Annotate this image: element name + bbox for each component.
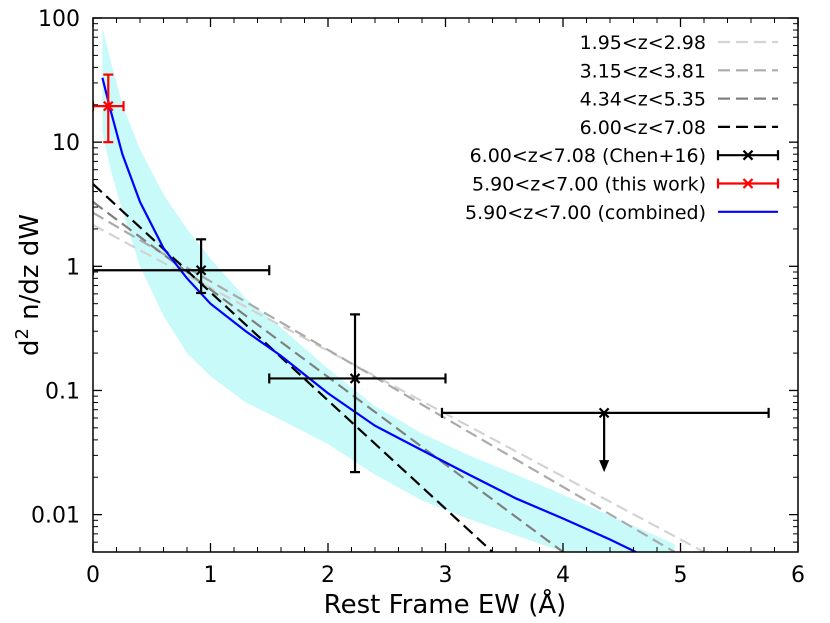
legend-marker-b bbox=[742, 149, 754, 161]
y-tick-label: 1 bbox=[66, 255, 80, 280]
x-tick-label: 0 bbox=[86, 563, 100, 588]
series-line-0 bbox=[93, 224, 705, 552]
legend: 1.95<z<2.98 3.15<z<3.81 4.34<z<5.35 6.00<z<… bbox=[465, 32, 780, 224]
plot-area bbox=[93, 26, 770, 552]
legend-label: 5.90<z<7.00 (this work) bbox=[472, 174, 706, 196]
y-tick-label: 100 bbox=[38, 7, 80, 32]
upper-limit-arrowhead bbox=[599, 460, 610, 473]
legend-entry-3: 6.00<z<7.08 bbox=[580, 117, 778, 139]
legend-label: 3.15<z<3.81 bbox=[580, 60, 706, 82]
legend-entry-0: 1.95<z<2.98 bbox=[580, 32, 778, 54]
x-tick-label: 2 bbox=[321, 563, 335, 588]
y-axis-label-sup: 2 bbox=[12, 328, 33, 339]
data-point-5-0 bbox=[93, 73, 125, 144]
y-axis-label-main: d bbox=[15, 340, 45, 357]
legend-entry-6: 5.90<z<7.00 (combined) bbox=[465, 202, 778, 224]
x-tick-label: 6 bbox=[791, 563, 805, 588]
legend-entry-1: 3.15<z<3.81 bbox=[580, 60, 778, 82]
marker-b bbox=[598, 407, 610, 419]
marker-b bbox=[349, 373, 361, 384]
data-point-4-2 bbox=[440, 407, 770, 473]
confidence-band bbox=[102, 26, 675, 552]
legend-marker-b bbox=[742, 178, 754, 189]
legend-entry-2: 4.34<z<5.35 bbox=[580, 89, 778, 111]
y-tick-label: 0.1 bbox=[45, 379, 80, 404]
legend-label: 6.00<z<7.08 (Chen+16) bbox=[470, 145, 706, 167]
legend-entry-5: 5.90<z<7.00 (this work) bbox=[472, 174, 780, 196]
axis-ticks bbox=[92, 17, 799, 553]
y-tick-label: 0.01 bbox=[31, 504, 80, 529]
x-tick-label: 3 bbox=[439, 563, 453, 588]
legend-label: 1.95<z<2.98 bbox=[580, 32, 706, 54]
y-axis-label-rest: n/dz dW bbox=[15, 214, 45, 328]
data-point-4-0 bbox=[93, 238, 271, 295]
x-tick-label: 4 bbox=[556, 563, 570, 588]
legend-label: 4.34<z<5.35 bbox=[580, 89, 706, 111]
marker-b bbox=[102, 100, 114, 112]
series-line-2 bbox=[93, 201, 564, 552]
x-tick-label: 5 bbox=[674, 563, 688, 588]
x-tick-label: 1 bbox=[204, 563, 218, 588]
legend-label: 5.90<z<7.00 (combined) bbox=[465, 202, 706, 224]
series-line-3 bbox=[93, 183, 494, 552]
legend-label: 6.00<z<7.08 bbox=[580, 117, 706, 139]
y-axis-label: d2 n/dz dW bbox=[12, 214, 45, 356]
tick-labels: 0 1 2 3 4 5 6 0.01 0.1 1 10 100 bbox=[31, 7, 805, 588]
x-axis-label: Rest Frame EW (Å) bbox=[324, 588, 567, 620]
legend-entry-4: 6.00<z<7.08 (Chen+16) bbox=[470, 145, 780, 167]
marker-b bbox=[195, 264, 207, 276]
y-tick-label: 10 bbox=[52, 131, 80, 156]
series-line-6 bbox=[101, 77, 637, 552]
data-point-4-1 bbox=[268, 313, 447, 474]
